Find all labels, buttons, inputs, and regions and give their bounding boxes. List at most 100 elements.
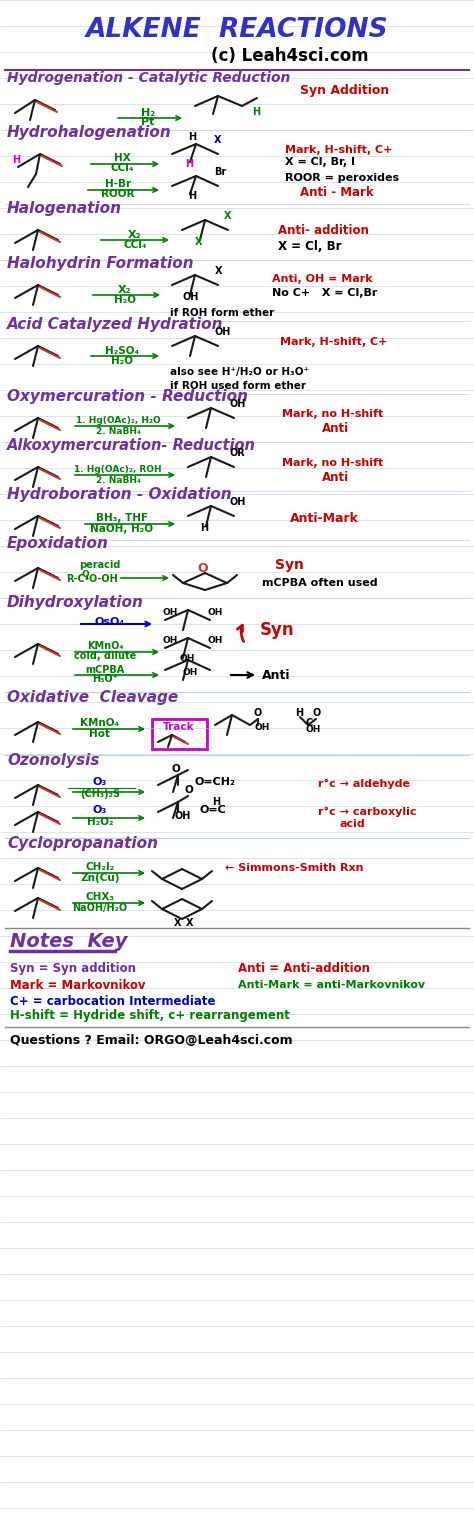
Text: X = Cl, Br, I: X = Cl, Br, I: [285, 157, 355, 168]
Text: H₃O⁺: H₃O⁺: [92, 675, 118, 684]
Text: Halohydrin Formation: Halohydrin Formation: [7, 256, 193, 271]
Text: mCPBA: mCPBA: [85, 666, 125, 675]
Text: 2. NaBH₄: 2. NaBH₄: [96, 475, 140, 484]
Text: H: H: [200, 522, 208, 533]
Text: H₂: H₂: [141, 108, 155, 117]
Text: 1. Hg(OAc)₂, H₂O: 1. Hg(OAc)₂, H₂O: [76, 416, 160, 425]
Text: O=C: O=C: [200, 806, 227, 815]
Text: Questions ? Email: ORGO@Leah4sci.com: Questions ? Email: ORGO@Leah4sci.com: [10, 1034, 292, 1048]
Text: NaOH, H₂O: NaOH, H₂O: [91, 524, 154, 535]
Text: 2. NaBH₄: 2. NaBH₄: [96, 426, 140, 436]
Text: X₂: X₂: [118, 285, 132, 295]
Text: ALKENE  REACTIONS: ALKENE REACTIONS: [86, 17, 388, 43]
Text: X: X: [215, 267, 222, 276]
Text: X: X: [195, 238, 202, 247]
Text: O: O: [254, 708, 262, 717]
Text: OH: OH: [255, 722, 270, 731]
Text: NaOH/H₂O: NaOH/H₂O: [73, 903, 128, 912]
Text: Track: Track: [163, 722, 195, 733]
Text: ROOR = peroxides: ROOR = peroxides: [285, 174, 399, 183]
Text: O: O: [81, 570, 89, 579]
Bar: [152, 719, 207, 749]
Text: Oxidative  Cleavage: Oxidative Cleavage: [7, 690, 178, 705]
Text: OH: OH: [230, 399, 246, 410]
Text: No C+   X = Cl,Br: No C+ X = Cl,Br: [272, 288, 377, 299]
Text: ROOR: ROOR: [101, 189, 135, 200]
Text: H: H: [252, 107, 260, 117]
Text: H₂O: H₂O: [114, 295, 136, 305]
Text: Dihydroxylation: Dihydroxylation: [7, 594, 144, 609]
Text: Ozonolysis: Ozonolysis: [7, 752, 100, 768]
Text: Oxymercuration - Reduction: Oxymercuration - Reduction: [7, 388, 248, 404]
Text: Anti - Mark: Anti - Mark: [300, 186, 374, 198]
Text: Pt: Pt: [141, 117, 155, 126]
Text: OH: OH: [306, 725, 321, 734]
Text: R-C-O-OH: R-C-O-OH: [66, 574, 118, 583]
Text: O₃: O₃: [93, 806, 107, 815]
Text: peracid: peracid: [79, 560, 121, 570]
Text: if ROH used form ether: if ROH used form ether: [170, 381, 306, 391]
Text: OR: OR: [230, 448, 246, 458]
Text: O₃: O₃: [93, 777, 107, 787]
Text: X: X: [214, 136, 221, 145]
Text: Anti-Mark = anti-Markovnikov: Anti-Mark = anti-Markovnikov: [238, 979, 425, 990]
Text: Halogenation: Halogenation: [7, 201, 122, 215]
Text: Hydroboration - Oxidation: Hydroboration - Oxidation: [7, 486, 232, 501]
Text: also see H⁺/H₂O or H₃O⁺: also see H⁺/H₂O or H₃O⁺: [170, 367, 309, 378]
Text: OH: OH: [183, 667, 199, 676]
Text: Mark, H-shift, C+: Mark, H-shift, C+: [280, 337, 387, 347]
Text: OH: OH: [215, 327, 231, 337]
Text: Hydrogenation - Catalytic Reduction: Hydrogenation - Catalytic Reduction: [7, 72, 291, 85]
Text: OH: OH: [180, 653, 195, 663]
Text: Mark, no H-shift: Mark, no H-shift: [282, 458, 383, 468]
Text: H-Br: H-Br: [105, 180, 131, 189]
Text: OH: OH: [183, 292, 200, 302]
Text: O: O: [172, 765, 181, 774]
Text: H₂O₂: H₂O₂: [87, 816, 113, 827]
Text: Syn: Syn: [275, 557, 304, 573]
Text: Cyclopropanation: Cyclopropanation: [7, 836, 158, 850]
Text: X₂: X₂: [128, 230, 142, 241]
Text: H: H: [212, 797, 220, 807]
Text: Hot: Hot: [90, 730, 110, 739]
Text: H₂SO₄: H₂SO₄: [105, 346, 139, 356]
Text: O: O: [313, 708, 321, 717]
Text: Alkoxymercuration- Reduction: Alkoxymercuration- Reduction: [7, 437, 256, 452]
Text: KMnO₄: KMnO₄: [81, 717, 119, 728]
Text: OH: OH: [208, 635, 223, 644]
Text: CCl₄: CCl₄: [123, 241, 146, 250]
Text: H: H: [185, 158, 193, 169]
Text: 1. Hg(OAc)₂, ROH: 1. Hg(OAc)₂, ROH: [74, 465, 162, 474]
Text: Hydrohalogenation: Hydrohalogenation: [7, 125, 172, 140]
Text: CH₂I₂: CH₂I₂: [85, 862, 115, 873]
Text: Notes  Key: Notes Key: [10, 932, 128, 950]
Text: (CH₃)₂S: (CH₃)₂S: [80, 789, 120, 800]
Text: Syn: Syn: [260, 621, 295, 640]
Text: X: X: [186, 918, 193, 928]
Text: H: H: [12, 155, 20, 164]
Text: Anti: Anti: [262, 669, 291, 681]
Text: H-shift = Hydride shift, c+ rearrangement: H-shift = Hydride shift, c+ rearrangemen…: [10, 1010, 290, 1022]
Text: OH: OH: [163, 635, 178, 644]
Text: H₂O: H₂O: [111, 356, 133, 366]
Text: Mark, no H-shift: Mark, no H-shift: [282, 410, 383, 419]
Text: CHX₃: CHX₃: [85, 892, 115, 902]
Text: mCPBA often used: mCPBA often used: [262, 579, 378, 588]
Text: OsO₄: OsO₄: [95, 617, 125, 627]
Text: X: X: [224, 212, 231, 221]
Text: if ROH form ether: if ROH form ether: [170, 308, 274, 318]
Text: H: H: [295, 708, 303, 717]
Text: Mark, H-shift, C+: Mark, H-shift, C+: [285, 145, 392, 155]
Text: r°c → carboxylic: r°c → carboxylic: [318, 807, 417, 816]
Text: Syn = Syn addition: Syn = Syn addition: [10, 961, 136, 975]
Text: Anti: Anti: [322, 471, 349, 483]
Text: O: O: [198, 562, 208, 574]
Text: C: C: [306, 717, 313, 728]
Text: HX: HX: [114, 152, 130, 163]
Text: ← Simmons-Smith Rxn: ← Simmons-Smith Rxn: [225, 864, 364, 873]
Text: r°c → aldehyde: r°c → aldehyde: [318, 778, 410, 789]
Text: Zn(Cu): Zn(Cu): [80, 873, 120, 883]
Text: H: H: [188, 133, 196, 142]
Text: Anti = Anti-addition: Anti = Anti-addition: [238, 961, 370, 975]
Text: X = Cl, Br: X = Cl, Br: [278, 239, 341, 253]
